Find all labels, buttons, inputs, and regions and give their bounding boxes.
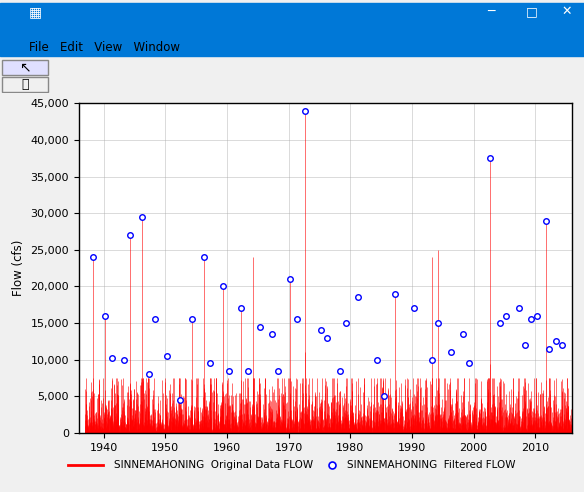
Text: SINNEMAHONING  Original Data FLOW: SINNEMAHONING Original Data FLOW bbox=[113, 460, 312, 470]
Text: ▦: ▦ bbox=[29, 5, 41, 19]
FancyBboxPatch shape bbox=[2, 60, 48, 75]
Text: ↖: ↖ bbox=[19, 61, 31, 75]
Text: ✕: ✕ bbox=[561, 5, 572, 18]
Text: File   Edit   View   Window: File Edit View Window bbox=[29, 41, 180, 54]
Text: SINNEMAHONING  Filtered FLOW: SINNEMAHONING Filtered FLOW bbox=[347, 460, 516, 470]
FancyBboxPatch shape bbox=[2, 77, 48, 92]
Text: □: □ bbox=[526, 5, 537, 18]
Y-axis label: Flow (cfs): Flow (cfs) bbox=[12, 240, 25, 296]
Text: ─: ─ bbox=[487, 5, 494, 18]
Text: 🔍: 🔍 bbox=[22, 78, 29, 92]
